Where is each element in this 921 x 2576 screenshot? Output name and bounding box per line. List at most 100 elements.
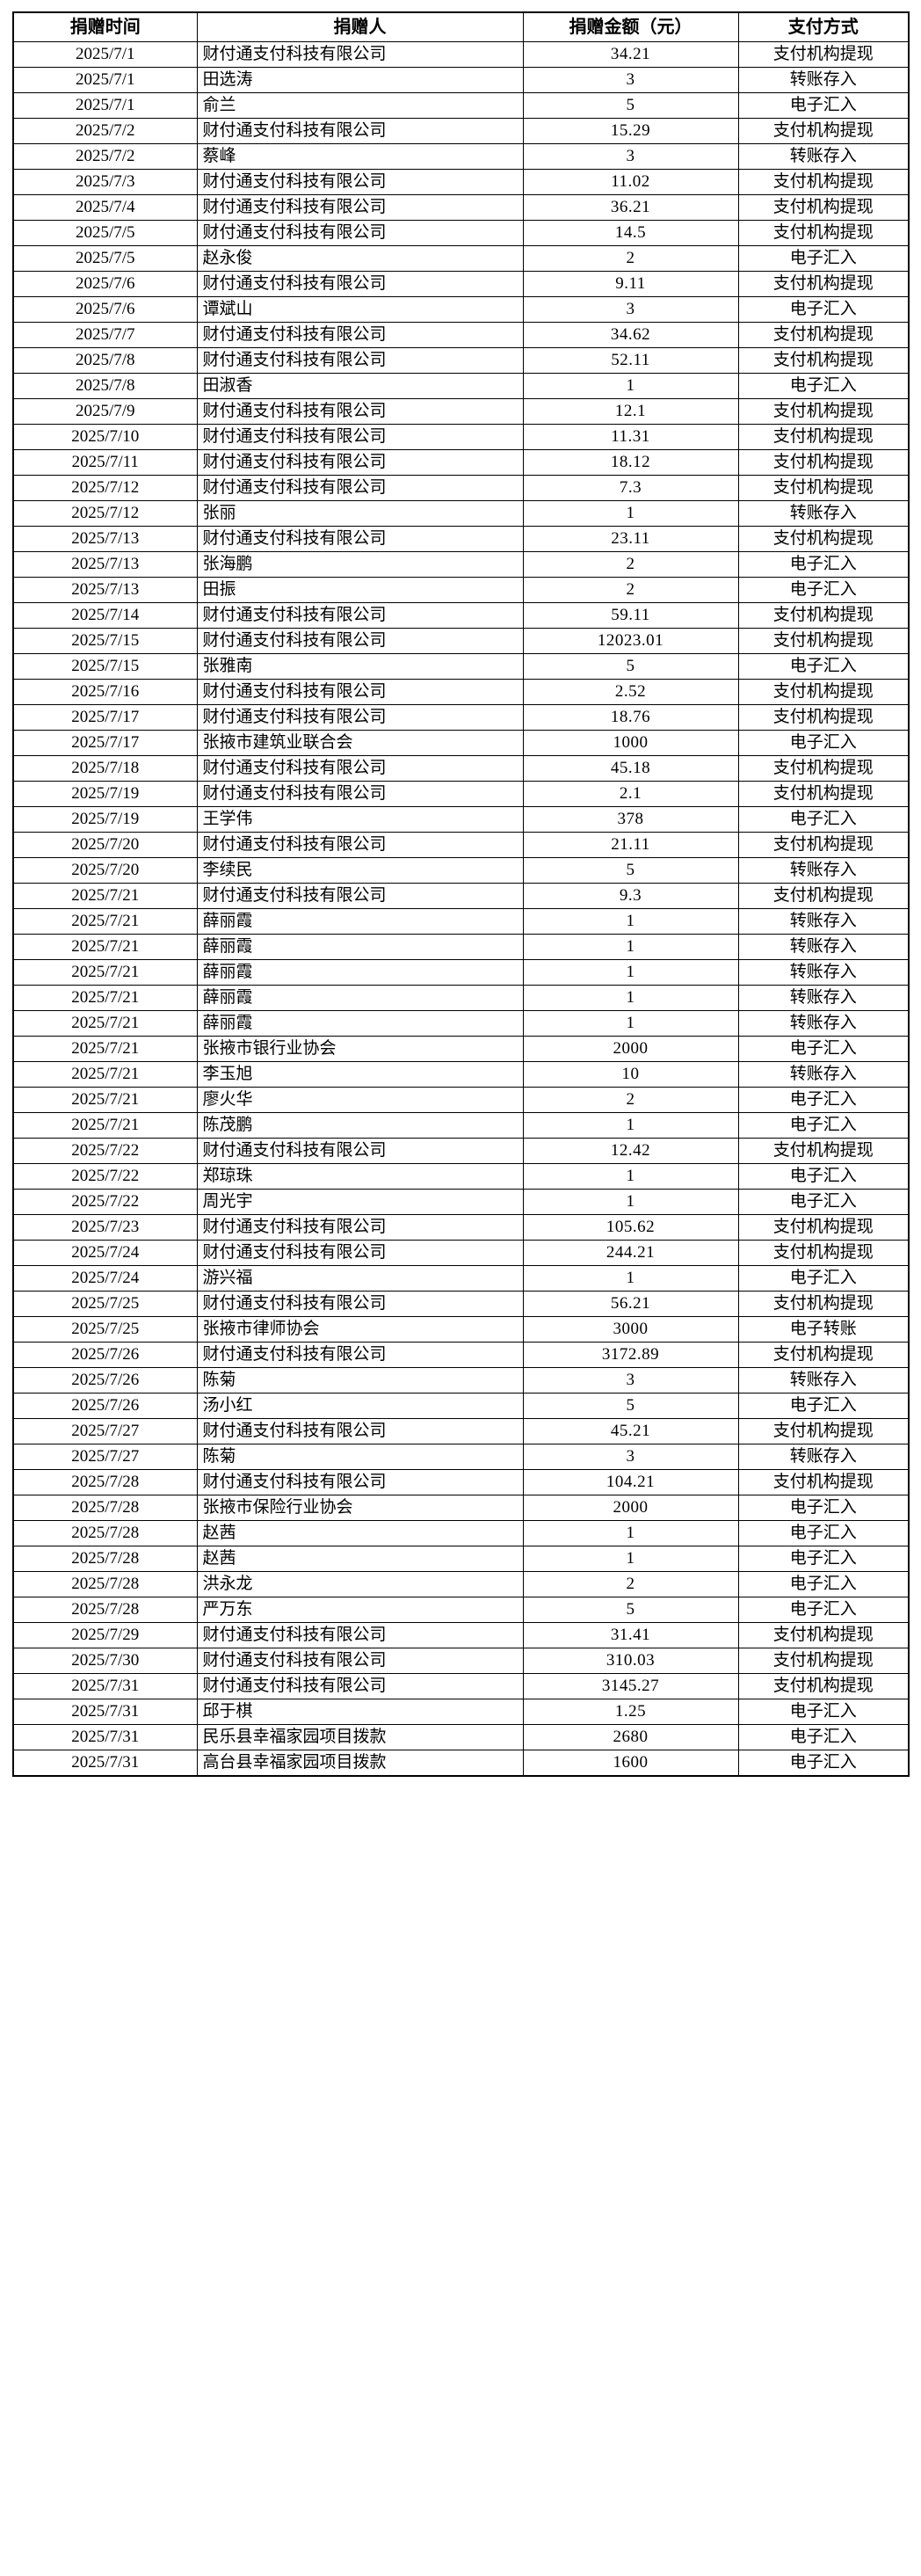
cell-donation-amount: 18.76 bbox=[522, 704, 739, 731]
cell-payment-method: 支付机构提现 bbox=[737, 1673, 910, 1699]
cell-payment-method: 电子汇入 bbox=[737, 1699, 910, 1725]
table-row: 2025/7/20 李续民 5 转账存入 bbox=[12, 857, 910, 884]
cell-payment-method: 支付机构提现 bbox=[737, 449, 910, 476]
cell-donor-name: 高台县幸福家园项目拨款 bbox=[196, 1750, 524, 1777]
cell-donation-date: 2025/7/27 bbox=[12, 1444, 198, 1470]
cell-donation-date: 2025/7/12 bbox=[12, 475, 198, 501]
cell-donor-name: 财付通支付科技有限公司 bbox=[196, 1673, 524, 1699]
cell-donation-date: 2025/7/20 bbox=[12, 832, 198, 858]
table-row: 2025/7/27 陈菊 3 转账存入 bbox=[12, 1444, 910, 1470]
cell-donation-date: 2025/7/13 bbox=[12, 526, 198, 552]
cell-payment-method: 转账存入 bbox=[737, 934, 910, 960]
cell-donation-amount: 1 bbox=[522, 500, 739, 527]
cell-donation-date: 2025/7/8 bbox=[12, 373, 198, 399]
cell-donor-name: 财付通支付科技有限公司 bbox=[196, 347, 524, 374]
cell-donation-date: 2025/7/22 bbox=[12, 1189, 198, 1215]
cell-donation-date: 2025/7/28 bbox=[12, 1571, 198, 1597]
cell-donation-amount: 23.11 bbox=[522, 526, 739, 552]
cell-payment-method: 电子汇入 bbox=[737, 245, 910, 272]
cell-donation-amount: 1 bbox=[522, 1163, 739, 1190]
cell-donation-amount: 3 bbox=[522, 67, 739, 93]
table-row: 2025/7/25 张掖市律师协会 3000 电子转账 bbox=[12, 1316, 910, 1343]
cell-donation-date: 2025/7/11 bbox=[12, 449, 198, 476]
cell-donation-amount: 1.25 bbox=[522, 1699, 739, 1725]
cell-donation-amount: 5 bbox=[522, 857, 739, 884]
cell-donor-name: 财付通支付科技有限公司 bbox=[196, 1342, 524, 1368]
cell-payment-method: 电子汇入 bbox=[737, 1520, 910, 1546]
cell-donor-name: 财付通支付科技有限公司 bbox=[196, 883, 524, 909]
table-row: 2025/7/31 邱于棋 1.25 电子汇入 bbox=[12, 1699, 910, 1725]
cell-donor-name: 张海鹏 bbox=[196, 551, 524, 578]
cell-payment-method: 支付机构提现 bbox=[737, 1418, 910, 1444]
cell-donation-date: 2025/7/9 bbox=[12, 398, 198, 425]
table-row: 2025/7/1 田选涛 3 转账存入 bbox=[12, 67, 910, 93]
cell-payment-method: 电子汇入 bbox=[737, 577, 910, 603]
cell-donation-amount: 3 bbox=[522, 296, 739, 323]
cell-payment-method: 电子汇入 bbox=[737, 92, 910, 119]
cell-donation-amount: 14.5 bbox=[522, 220, 739, 246]
cell-donation-date: 2025/7/16 bbox=[12, 679, 198, 705]
cell-donation-date: 2025/7/24 bbox=[12, 1240, 198, 1266]
cell-donation-amount: 21.11 bbox=[522, 832, 739, 858]
column-header-donor: 捐赠人 bbox=[196, 11, 524, 42]
cell-donation-amount: 378 bbox=[522, 806, 739, 833]
cell-donor-name: 财付通支付科技有限公司 bbox=[196, 1622, 524, 1648]
cell-payment-method: 转账存入 bbox=[737, 143, 910, 170]
cell-donation-amount: 3172.89 bbox=[522, 1342, 739, 1368]
cell-donation-date: 2025/7/21 bbox=[12, 883, 198, 909]
cell-payment-method: 转账存入 bbox=[737, 1010, 910, 1037]
cell-donation-date: 2025/7/31 bbox=[12, 1750, 198, 1777]
table-row: 2025/7/27 财付通支付科技有限公司 45.21 支付机构提现 bbox=[12, 1418, 910, 1444]
cell-donation-date: 2025/7/31 bbox=[12, 1699, 198, 1725]
cell-donor-name: 财付通支付科技有限公司 bbox=[196, 679, 524, 705]
cell-donation-date: 2025/7/1 bbox=[12, 92, 198, 119]
cell-donation-amount: 2000 bbox=[522, 1036, 739, 1062]
cell-donor-name: 俞兰 bbox=[196, 92, 524, 119]
cell-donation-date: 2025/7/7 bbox=[12, 322, 198, 348]
table-row: 2025/7/17 财付通支付科技有限公司 18.76 支付机构提现 bbox=[12, 704, 910, 731]
cell-payment-method: 电子汇入 bbox=[737, 1265, 910, 1292]
table-row: 2025/7/26 陈菊 3 转账存入 bbox=[12, 1367, 910, 1394]
cell-donor-name: 财付通支付科技有限公司 bbox=[196, 1138, 524, 1164]
cell-donation-date: 2025/7/28 bbox=[12, 1469, 198, 1495]
cell-donation-date: 2025/7/3 bbox=[12, 169, 198, 195]
cell-donation-date: 2025/7/6 bbox=[12, 271, 198, 297]
cell-donor-name: 陈菊 bbox=[196, 1444, 524, 1470]
cell-donation-amount: 2 bbox=[522, 551, 739, 578]
cell-donor-name: 周光宇 bbox=[196, 1189, 524, 1215]
table-row: 2025/7/21 薛丽霞 1 转账存入 bbox=[12, 985, 910, 1011]
table-row: 2025/7/4 财付通支付科技有限公司 36.21 支付机构提现 bbox=[12, 194, 910, 221]
cell-donation-amount: 1 bbox=[522, 985, 739, 1011]
cell-donation-amount: 56.21 bbox=[522, 1291, 739, 1317]
cell-donation-date: 2025/7/21 bbox=[12, 1010, 198, 1037]
table-row: 2025/7/26 汤小红 5 电子汇入 bbox=[12, 1393, 910, 1419]
cell-donation-amount: 5 bbox=[522, 653, 739, 680]
cell-donation-amount: 104.21 bbox=[522, 1469, 739, 1495]
table-row: 2025/7/30 财付通支付科技有限公司 310.03 支付机构提现 bbox=[12, 1648, 910, 1674]
cell-donor-name: 李玉旭 bbox=[196, 1061, 524, 1088]
cell-donor-name: 财付通支付科技有限公司 bbox=[196, 220, 524, 246]
cell-payment-method: 转账存入 bbox=[737, 908, 910, 935]
cell-donation-date: 2025/7/22 bbox=[12, 1163, 198, 1190]
cell-donation-date: 2025/7/28 bbox=[12, 1520, 198, 1546]
cell-donor-name: 蔡峰 bbox=[196, 143, 524, 170]
cell-donation-date: 2025/7/21 bbox=[12, 1036, 198, 1062]
cell-donation-date: 2025/7/15 bbox=[12, 653, 198, 680]
cell-donor-name: 廖火华 bbox=[196, 1087, 524, 1113]
table-row: 2025/7/28 赵茜 1 电子汇入 bbox=[12, 1520, 910, 1546]
table-row: 2025/7/16 财付通支付科技有限公司 2.52 支付机构提现 bbox=[12, 679, 910, 705]
cell-payment-method: 电子汇入 bbox=[737, 1087, 910, 1113]
table-row: 2025/7/22 周光宇 1 电子汇入 bbox=[12, 1189, 910, 1215]
cell-donation-date: 2025/7/21 bbox=[12, 908, 198, 935]
cell-donation-amount: 1 bbox=[522, 1265, 739, 1292]
cell-donation-amount: 31.41 bbox=[522, 1622, 739, 1648]
cell-payment-method: 电子转账 bbox=[737, 1316, 910, 1343]
table-row: 2025/7/19 财付通支付科技有限公司 2.1 支付机构提现 bbox=[12, 781, 910, 807]
cell-donation-date: 2025/7/21 bbox=[12, 934, 198, 960]
cell-donor-name: 财付通支付科技有限公司 bbox=[196, 322, 524, 348]
cell-donation-date: 2025/7/26 bbox=[12, 1367, 198, 1394]
table-row: 2025/7/28 严万东 5 电子汇入 bbox=[12, 1597, 910, 1623]
cell-donation-amount: 5 bbox=[522, 1393, 739, 1419]
cell-payment-method: 电子汇入 bbox=[737, 1724, 910, 1750]
cell-donation-amount: 45.18 bbox=[522, 755, 739, 782]
